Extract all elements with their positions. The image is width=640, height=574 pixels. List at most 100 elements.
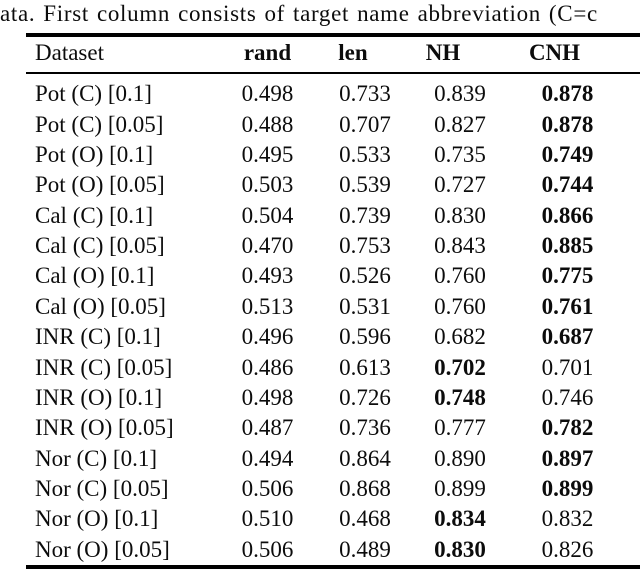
table-body: Pot (C) [0.1] 0.498 0.733 0.839 0.878 Pot (C)… — [26, 75, 620, 565]
cell-len: 0.739 — [339, 202, 391, 228]
cell-cnh: 0.897 — [541, 445, 594, 471]
cell-rand: 0.487 — [241, 415, 294, 441]
cell-len: 0.533 — [339, 141, 391, 167]
cell-rand: 0.494 — [241, 445, 294, 471]
table-bottom-rule — [26, 565, 640, 569]
cell-cnh: 0.761 — [541, 293, 594, 319]
cell-dataset: Nor (C) [0.1] — [35, 445, 157, 471]
cell-nh: 0.843 — [434, 233, 486, 259]
cell-nh: 0.760 — [434, 263, 486, 289]
cell-cnh: 0.746 — [541, 384, 594, 410]
cell-len: 0.489 — [339, 536, 391, 562]
cell-rand: 0.498 — [241, 384, 294, 410]
table-caption: ata. First column consists of target nam… — [0, 1, 598, 26]
cell-rand: 0.510 — [241, 506, 294, 532]
cell-cnh: 0.782 — [541, 415, 594, 441]
table-row: INR (O) [0.1] 0.498 0.726 0.748 0.746 — [26, 383, 620, 413]
cell-dataset: Nor (C) [0.05] — [35, 476, 169, 502]
cell-nh: 0.727 — [434, 172, 486, 198]
cell-nh: 0.777 — [434, 415, 486, 441]
cell-dataset: INR (O) [0.05] — [35, 415, 174, 441]
cell-nh: 0.760 — [434, 293, 486, 319]
cell-nh: 0.748 — [434, 384, 486, 410]
cell-len: 0.526 — [339, 263, 391, 289]
table-row: Nor (C) [0.1] 0.494 0.864 0.890 0.897 — [26, 444, 620, 474]
table-header-rule — [26, 72, 640, 75]
cell-cnh: 0.878 — [541, 111, 594, 137]
cell-cnh: 0.701 — [541, 354, 594, 380]
column-header-dataset: Dataset — [35, 40, 104, 65]
cell-len: 0.707 — [339, 111, 391, 137]
cell-dataset: INR (C) [0.1] — [35, 324, 161, 350]
cell-nh: 0.839 — [434, 81, 486, 107]
cell-rand: 0.506 — [241, 476, 294, 502]
cell-nh: 0.830 — [434, 536, 486, 562]
cell-nh: 0.682 — [434, 324, 486, 350]
table-row: INR (C) [0.05] 0.486 0.613 0.702 0.701 — [26, 352, 620, 382]
table-row: Cal (O) [0.1] 0.493 0.526 0.760 0.775 — [26, 261, 620, 291]
cell-dataset: Pot (C) [0.1] — [35, 81, 152, 107]
cell-rand: 0.506 — [241, 536, 294, 562]
cell-nh: 0.735 — [434, 141, 486, 167]
cell-cnh: 0.885 — [541, 233, 594, 259]
cell-dataset: Cal (O) [0.05] — [35, 293, 166, 319]
cell-nh: 0.890 — [434, 445, 486, 471]
cell-len: 0.539 — [339, 172, 391, 198]
table-row: Nor (O) [0.05] 0.506 0.489 0.830 0.826 — [26, 535, 620, 565]
cell-dataset: INR (O) [0.1] — [35, 384, 163, 410]
cell-rand: 0.495 — [241, 141, 294, 167]
cell-rand: 0.488 — [241, 111, 294, 137]
cell-len: 0.753 — [339, 233, 391, 259]
cell-len: 0.596 — [339, 324, 391, 350]
cell-dataset: Cal (C) [0.05] — [35, 233, 165, 259]
cell-dataset: Pot (O) [0.05] — [35, 172, 165, 198]
cell-nh: 0.834 — [434, 506, 486, 532]
table-row: Pot (O) [0.05] 0.503 0.539 0.727 0.744 — [26, 170, 620, 200]
cell-rand: 0.493 — [241, 263, 294, 289]
cell-dataset: Nor (O) [0.05] — [35, 536, 170, 562]
cell-len: 0.864 — [339, 445, 391, 471]
column-header-cnh: CNH — [528, 40, 581, 65]
cell-dataset: Pot (C) [0.05] — [35, 111, 164, 137]
cell-dataset: Pot (O) [0.1] — [35, 141, 154, 167]
cell-len: 0.736 — [339, 415, 391, 441]
column-header-len: len — [338, 40, 368, 65]
cell-len: 0.531 — [339, 293, 391, 319]
cell-rand: 0.498 — [241, 81, 294, 107]
table-row: INR (O) [0.05] 0.487 0.736 0.777 0.782 — [26, 413, 620, 443]
cell-len: 0.613 — [339, 354, 391, 380]
table-top-rule — [26, 33, 640, 37]
cell-rand: 0.486 — [241, 354, 294, 380]
cell-nh: 0.899 — [434, 476, 486, 502]
cell-dataset: Nor (O) [0.1] — [35, 506, 159, 532]
cell-cnh: 0.899 — [541, 476, 594, 502]
cell-len: 0.733 — [339, 81, 391, 107]
cell-nh: 0.702 — [434, 354, 486, 380]
table-row: Pot (C) [0.05] 0.488 0.707 0.827 0.878 — [26, 109, 620, 139]
cell-cnh: 0.687 — [541, 324, 594, 350]
cell-nh: 0.827 — [434, 111, 486, 137]
cell-len: 0.468 — [339, 506, 391, 532]
cell-rand: 0.513 — [241, 293, 294, 319]
cell-cnh: 0.744 — [541, 172, 594, 198]
table-row: Nor (O) [0.1] 0.510 0.468 0.834 0.832 — [26, 504, 620, 534]
cell-nh: 0.830 — [434, 202, 486, 228]
cell-rand: 0.504 — [241, 202, 294, 228]
table-row: Cal (C) [0.1] 0.504 0.739 0.830 0.866 — [26, 201, 620, 231]
cell-dataset: INR (C) [0.05] — [35, 354, 173, 380]
cell-cnh: 0.826 — [541, 536, 594, 562]
cell-rand: 0.496 — [241, 324, 294, 350]
table-row: Cal (O) [0.05] 0.513 0.531 0.760 0.761 — [26, 292, 620, 322]
cell-rand: 0.470 — [241, 233, 294, 259]
cell-cnh: 0.749 — [541, 141, 594, 167]
cell-rand: 0.503 — [241, 172, 294, 198]
column-header-rand: rand — [243, 40, 292, 65]
table-row: Pot (O) [0.1] 0.495 0.533 0.735 0.749 — [26, 140, 620, 170]
cell-cnh: 0.832 — [541, 506, 594, 532]
cell-dataset: Cal (C) [0.1] — [35, 202, 154, 228]
cell-len: 0.726 — [339, 384, 391, 410]
cell-dataset: Cal (O) [0.1] — [35, 263, 155, 289]
table-row: Pot (C) [0.1] 0.498 0.733 0.839 0.878 — [26, 79, 620, 109]
cell-cnh: 0.866 — [541, 202, 594, 228]
